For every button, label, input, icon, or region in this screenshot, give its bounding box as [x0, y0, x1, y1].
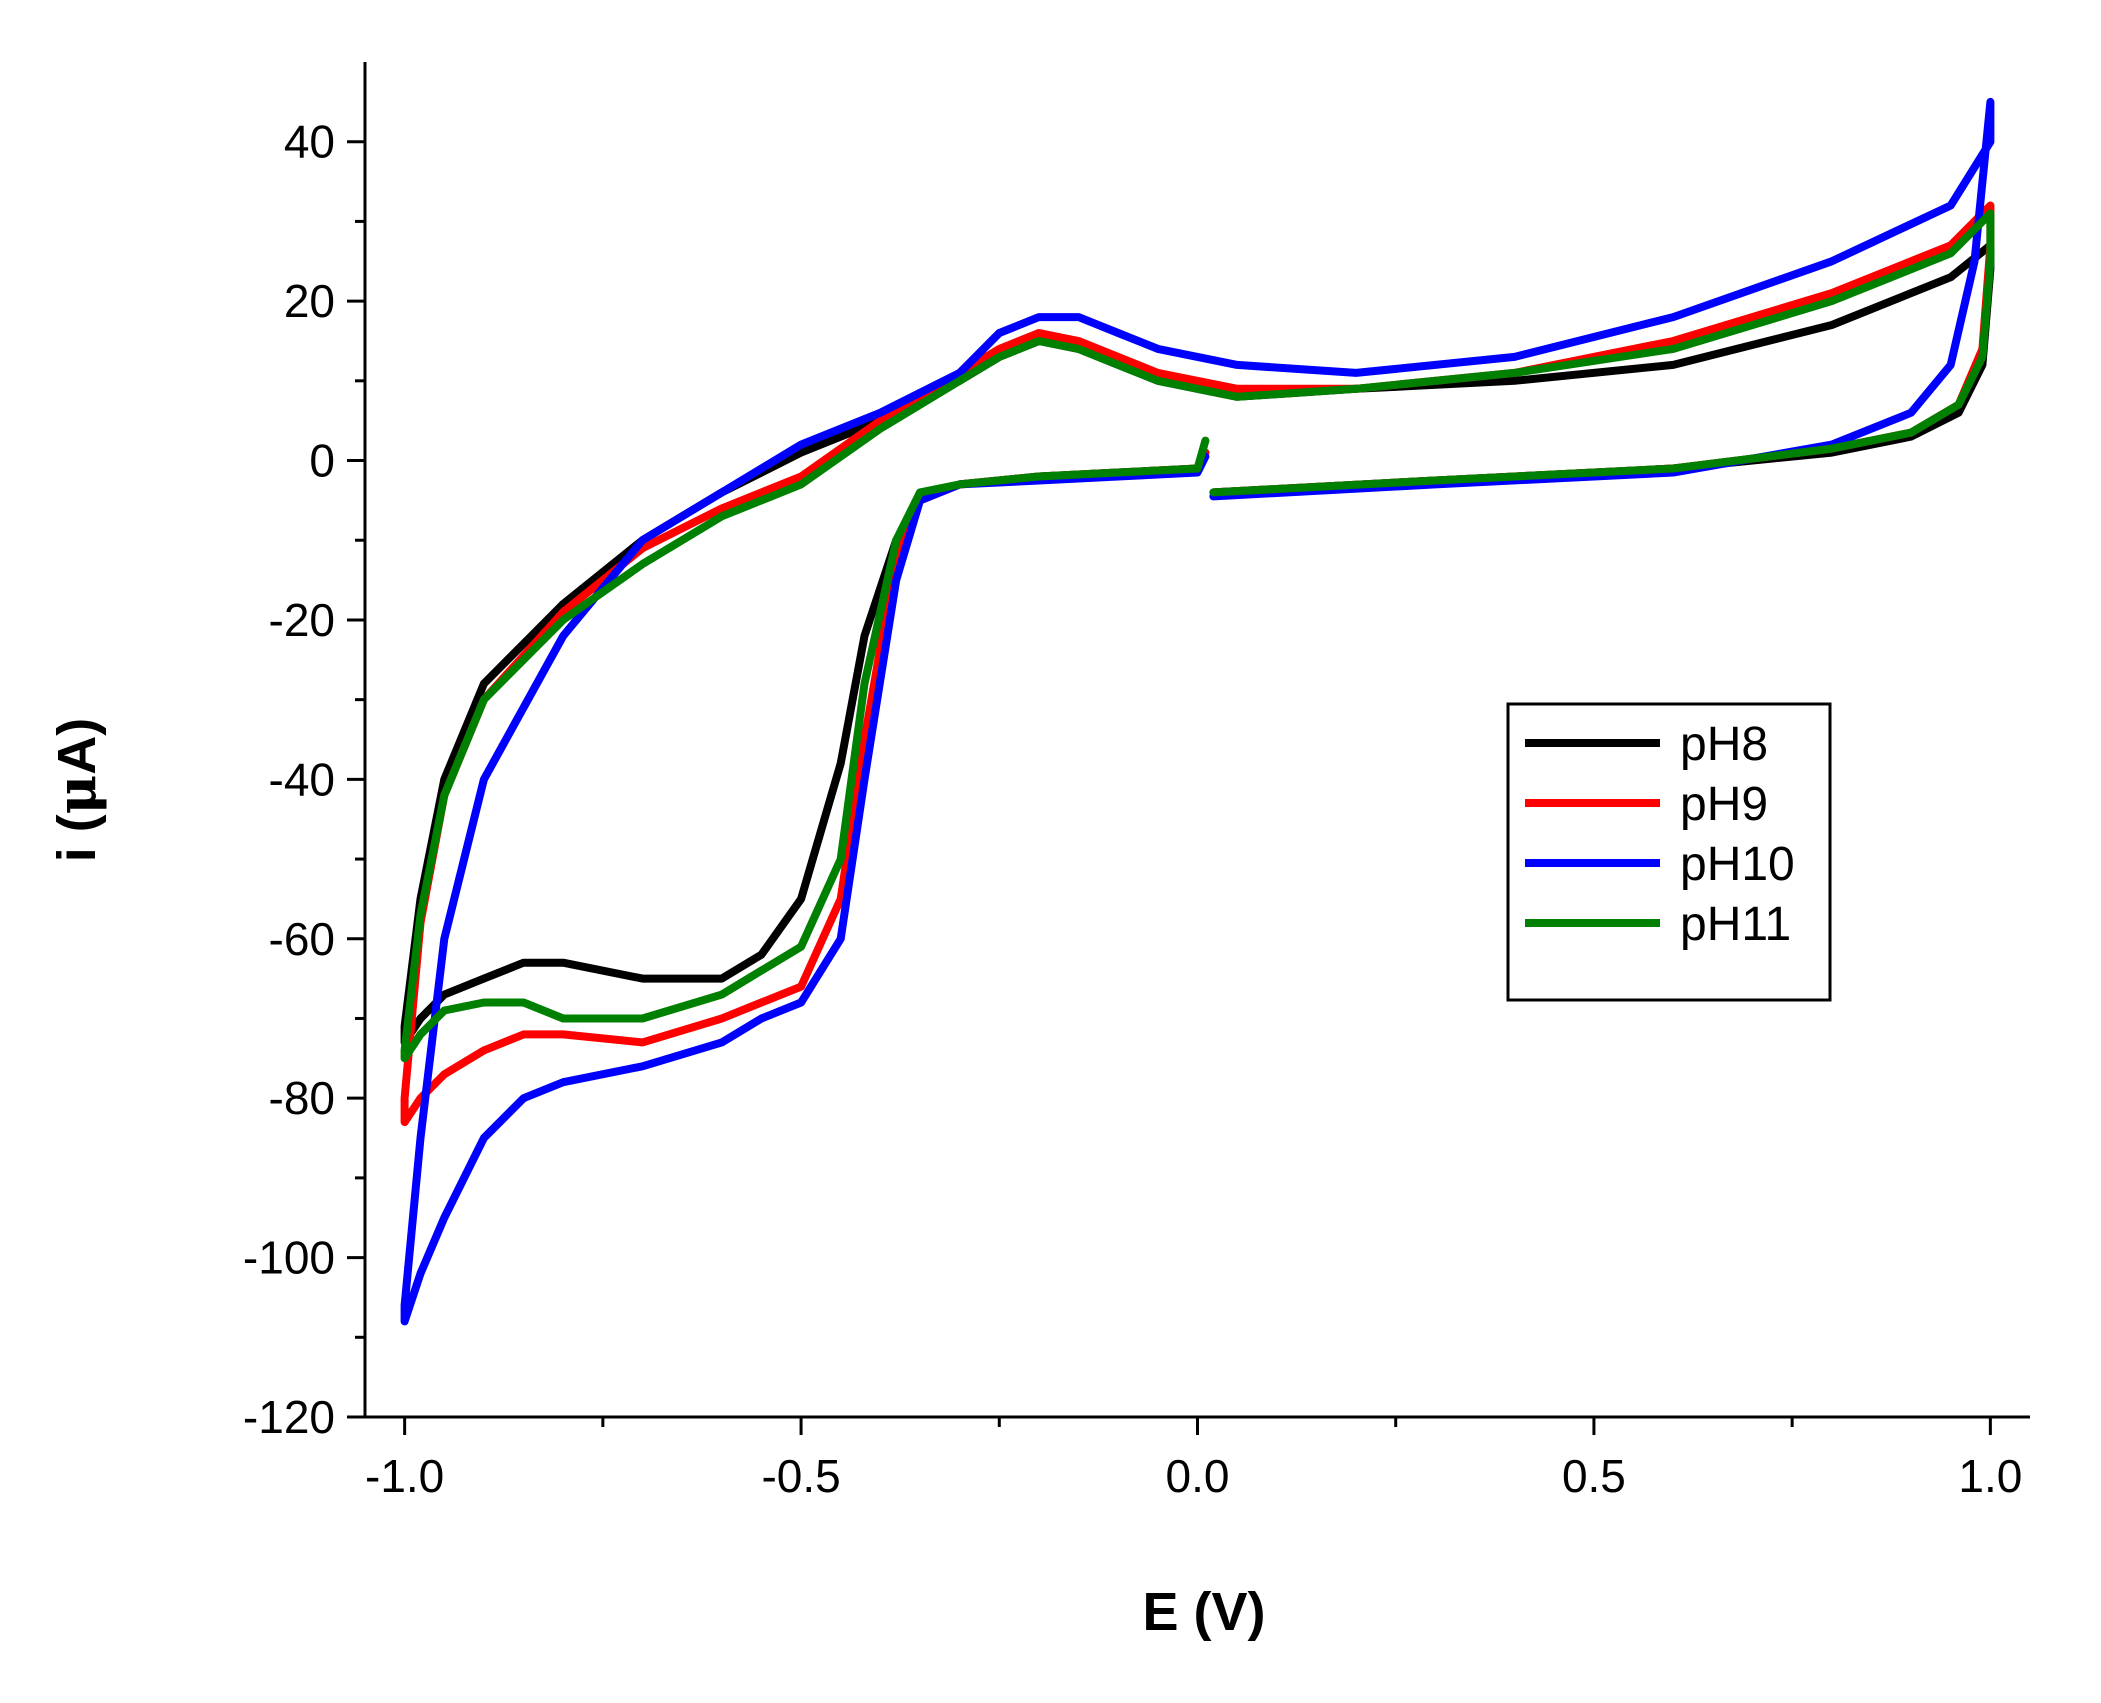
x-axis-title: E (V): [1142, 1582, 1265, 1642]
x-axis: -1.0 -0.5 0.0 0.5 1.0: [365, 1417, 2022, 1502]
x-tick-label: -0.5: [761, 1450, 840, 1502]
y-axis-title: i (μA): [44, 718, 108, 863]
series-line-ph9: [400, 201, 1995, 1127]
x-tick-label: 1.0: [1958, 1450, 2022, 1502]
y-tick-label: -80: [269, 1072, 335, 1124]
legend-label-ph10: pH10: [1680, 838, 1795, 891]
x-tick-label: 0.5: [1562, 1450, 1626, 1502]
legend-label-ph9: pH9: [1680, 778, 1768, 831]
legend-label-ph8: pH8: [1680, 718, 1768, 771]
y-tick-label: 20: [284, 275, 335, 327]
legend-box: [1506, 702, 1832, 1002]
y-axis-title-suffix: A): [47, 718, 107, 775]
y-tick-label: -100: [243, 1232, 335, 1284]
y-tick-label: -60: [269, 913, 335, 965]
x-tick-label: -1.0: [365, 1450, 444, 1502]
y-tick-label: -40: [269, 753, 335, 805]
y-axis-title-prefix: i (: [47, 814, 107, 862]
legend: pH8 pH9 pH10 pH11: [1506, 702, 1832, 1002]
series-line-ph11: [400, 209, 1995, 1063]
y-tick-label: -20: [269, 594, 335, 646]
y-axis-title-mu: μ: [44, 775, 108, 815]
x-tick-label: 0.0: [1166, 1450, 1230, 1502]
y-tick-label: -120: [243, 1391, 335, 1443]
series-lines: [400, 97, 1995, 1326]
y-axis: -120 -100 -80 -60 -40 -20 0 20 40: [243, 116, 365, 1443]
legend-label-ph11: pH11: [1680, 898, 1791, 951]
y-tick-label: 0: [309, 435, 335, 487]
series-line-ph10: [400, 97, 1995, 1326]
y-tick-label: 40: [284, 116, 335, 168]
